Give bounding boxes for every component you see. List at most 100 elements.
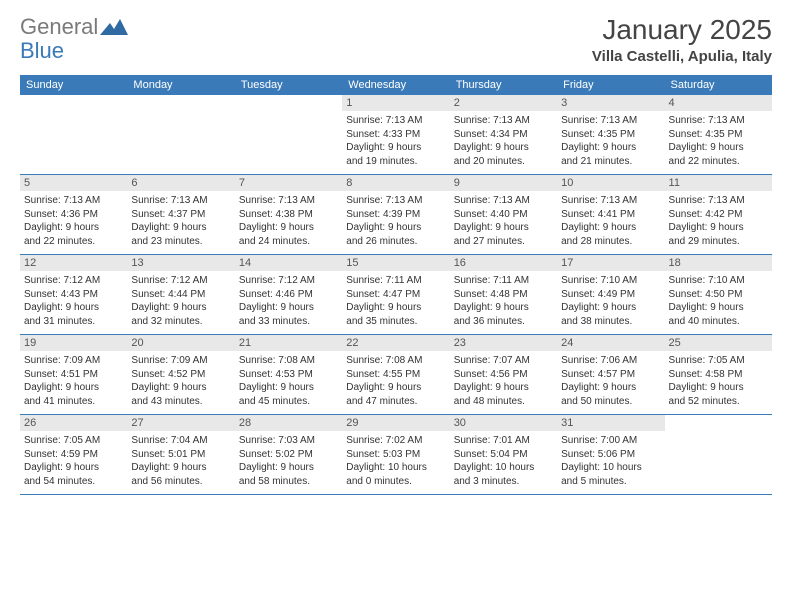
calendar-cell: 27 Sunrise: 7:04 AMSunset: 5:01 PMDayligh…: [127, 415, 234, 495]
day-number: 14: [235, 255, 342, 271]
info-line: Sunrise: 7:01 AM: [454, 434, 553, 448]
info-line: Sunrise: 7:13 AM: [561, 194, 660, 208]
location: Villa Castelli, Apulia, Italy: [592, 48, 772, 65]
info-line: Sunrise: 7:13 AM: [346, 114, 445, 128]
info-line: Daylight: 9 hours: [561, 221, 660, 235]
day-number: 25: [665, 335, 772, 351]
calendar-cell: 7Sunrise: 7:13 AMSunset: 4:38 PMDaylight…: [235, 175, 342, 255]
day-number: 28: [235, 415, 342, 431]
day-info: Sunrise: 7:12 AMSunset: 4:44 PMDaylight:…: [131, 274, 230, 328]
day-number: 19: [20, 335, 127, 351]
calendar-cell: 13Sunrise: 7:12 AMSunset: 4:44 PMDayligh…: [127, 255, 234, 335]
info-line: and 56 minutes.: [131, 475, 230, 489]
calendar-cell: 14Sunrise: 7:12 AMSunset: 4:46 PMDayligh…: [235, 255, 342, 335]
info-line: and 29 minutes.: [669, 235, 768, 249]
day-info: Sunrise: 7:09 AMSunset: 4:51 PMDaylight:…: [24, 354, 123, 408]
calendar-cell: 2Sunrise: 7:13 AMSunset: 4:34 PMDaylight…: [450, 95, 557, 175]
day-number: 27: [127, 415, 234, 431]
calendar-cell: 25Sunrise: 7:05 AMSunset: 4:58 PMDayligh…: [665, 335, 772, 415]
calendar-cell: 15Sunrise: 7:11 AMSunset: 4:47 PMDayligh…: [342, 255, 449, 335]
day-info: Sunrise: 7:11 AMSunset: 4:48 PMDaylight:…: [454, 274, 553, 328]
day-header: Monday: [127, 75, 234, 95]
info-line: Sunset: 4:56 PM: [454, 368, 553, 382]
info-line: Sunrise: 7:10 AM: [561, 274, 660, 288]
calendar-cell: 28Sunrise: 7:03 AMSunset: 5:02 PMDayligh…: [235, 415, 342, 495]
info-line: Daylight: 9 hours: [669, 381, 768, 395]
info-line: Sunrise: 7:09 AM: [131, 354, 230, 368]
info-line: Sunset: 4:57 PM: [561, 368, 660, 382]
calendar-cell: 23Sunrise: 7:07 AMSunset: 4:56 PMDayligh…: [450, 335, 557, 415]
info-line: Sunset: 4:35 PM: [561, 128, 660, 142]
info-line: Daylight: 9 hours: [561, 301, 660, 315]
day-number: 18: [665, 255, 772, 271]
day-number: 16: [450, 255, 557, 271]
day-number: 24: [557, 335, 664, 351]
logo-text-general: General: [20, 14, 98, 40]
day-number: 8: [342, 175, 449, 191]
calendar-cell: 1Sunrise: 7:13 AMSunset: 4:33 PMDaylight…: [342, 95, 449, 175]
info-line: Daylight: 9 hours: [24, 461, 123, 475]
info-line: Sunset: 5:02 PM: [239, 448, 338, 462]
info-line: Sunrise: 7:12 AM: [24, 274, 123, 288]
day-info: Sunrise: 7:04 AMSunset: 5:01 PMDaylight:…: [131, 434, 230, 488]
info-line: and 40 minutes.: [669, 315, 768, 329]
info-line: Sunrise: 7:13 AM: [346, 194, 445, 208]
day-number: 29: [342, 415, 449, 431]
info-line: Sunrise: 7:02 AM: [346, 434, 445, 448]
info-line: Daylight: 9 hours: [239, 381, 338, 395]
day-number: 3: [557, 95, 664, 111]
info-line: Sunset: 4:58 PM: [669, 368, 768, 382]
info-line: and 23 minutes.: [131, 235, 230, 249]
calendar-week-row: 5Sunrise: 7:13 AMSunset: 4:36 PMDaylight…: [20, 175, 772, 255]
day-info: Sunrise: 7:13 AMSunset: 4:33 PMDaylight:…: [346, 114, 445, 168]
info-line: Sunset: 4:34 PM: [454, 128, 553, 142]
info-line: Daylight: 9 hours: [561, 381, 660, 395]
info-line: Sunrise: 7:10 AM: [669, 274, 768, 288]
day-number: 31: [557, 415, 664, 431]
info-line: Daylight: 9 hours: [239, 301, 338, 315]
calendar-week-row: 1Sunrise: 7:13 AMSunset: 4:33 PMDaylight…: [20, 95, 772, 175]
day-info: Sunrise: 7:12 AMSunset: 4:43 PMDaylight:…: [24, 274, 123, 328]
info-line: Sunset: 4:59 PM: [24, 448, 123, 462]
info-line: Daylight: 9 hours: [24, 301, 123, 315]
info-line: Daylight: 9 hours: [669, 141, 768, 155]
info-line: and 50 minutes.: [561, 395, 660, 409]
info-line: Daylight: 9 hours: [346, 221, 445, 235]
info-line: and 28 minutes.: [561, 235, 660, 249]
day-header: Sunday: [20, 75, 127, 95]
info-line: Sunrise: 7:08 AM: [346, 354, 445, 368]
info-line: Daylight: 9 hours: [346, 301, 445, 315]
day-info: Sunrise: 7:13 AMSunset: 4:42 PMDaylight:…: [669, 194, 768, 248]
calendar-cell: 11Sunrise: 7:13 AMSunset: 4:42 PMDayligh…: [665, 175, 772, 255]
calendar-cell: 26Sunrise: 7:05 AMSunset: 4:59 PMDayligh…: [20, 415, 127, 495]
day-number: 6: [127, 175, 234, 191]
info-line: Sunrise: 7:00 AM: [561, 434, 660, 448]
info-line: Sunset: 5:06 PM: [561, 448, 660, 462]
day-header: Thursday: [450, 75, 557, 95]
info-line: Sunset: 4:41 PM: [561, 208, 660, 222]
info-line: Sunset: 4:40 PM: [454, 208, 553, 222]
calendar-week-row: 12 Sunrise: 7:12 AMSunset: 4:43 PMDayligh…: [20, 255, 772, 335]
day-info: Sunrise: 7:01 AMSunset: 5:04 PMDaylight:…: [454, 434, 553, 488]
info-line: and 36 minutes.: [454, 315, 553, 329]
day-number: 23: [450, 335, 557, 351]
info-line: Sunrise: 7:03 AM: [239, 434, 338, 448]
day-info: Sunrise: 7:13 AMSunset: 4:35 PMDaylight:…: [561, 114, 660, 168]
calendar-cell: 8Sunrise: 7:13 AMSunset: 4:39 PMDaylight…: [342, 175, 449, 255]
day-number: 30: [450, 415, 557, 431]
calendar-cell: 12 Sunrise: 7:12 AMSunset: 4:43 PMDayligh…: [20, 255, 127, 335]
info-line: Sunrise: 7:13 AM: [24, 194, 123, 208]
info-line: and 54 minutes.: [24, 475, 123, 489]
info-line: and 27 minutes.: [454, 235, 553, 249]
info-line: Daylight: 9 hours: [454, 221, 553, 235]
day-number: 22: [342, 335, 449, 351]
day-info: Sunrise: 7:13 AMSunset: 4:38 PMDaylight:…: [239, 194, 338, 248]
info-line: and 58 minutes.: [239, 475, 338, 489]
info-line: Sunrise: 7:08 AM: [239, 354, 338, 368]
info-line: Daylight: 10 hours: [561, 461, 660, 475]
info-line: and 0 minutes.: [346, 475, 445, 489]
day-number: 12: [20, 255, 127, 271]
calendar-cell: 31 Sunrise: 7:00 AMSunset: 5:06 PMDayligh…: [557, 415, 664, 495]
calendar-cell: 21Sunrise: 7:08 AMSunset: 4:53 PMDayligh…: [235, 335, 342, 415]
info-line: and 20 minutes.: [454, 155, 553, 169]
